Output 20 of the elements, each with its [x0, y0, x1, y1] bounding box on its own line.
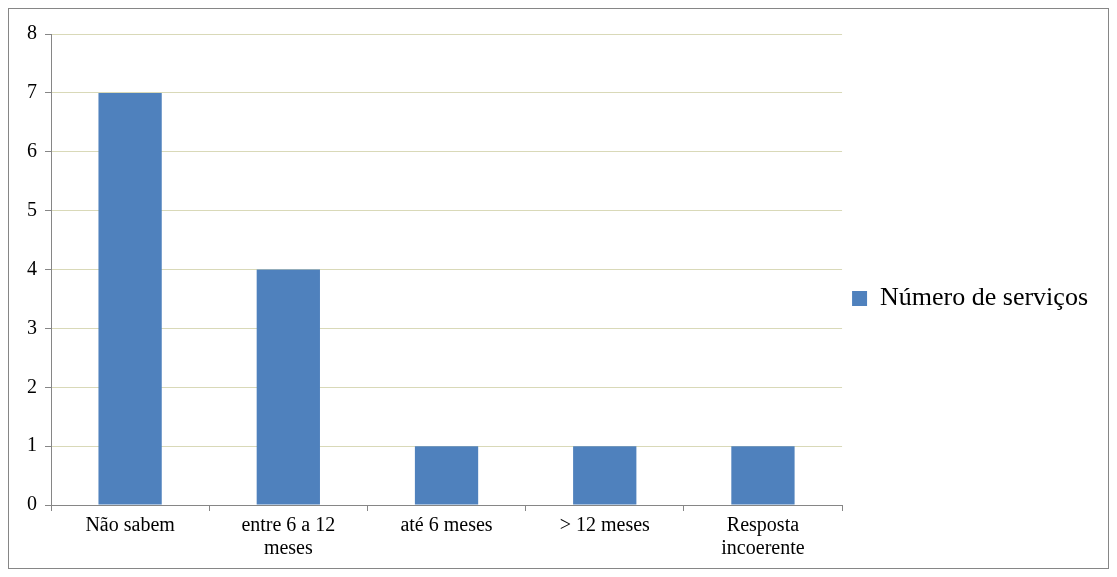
y-tick-label: 0 [27, 492, 37, 515]
y-tick-label: 7 [27, 80, 37, 103]
x-tick-label: Não sabem [85, 512, 176, 535]
y-tick-label: 4 [27, 256, 37, 279]
x-tick-label: entre 6 a 12 meses [241, 512, 336, 558]
x-tick-label: Resposta incoerente [721, 512, 805, 558]
y-tick-label: 5 [27, 197, 37, 220]
x-tick-label: > 12 meses [559, 512, 651, 535]
y-tick-label: 6 [27, 139, 37, 161]
legend-label: Número de serviços [880, 282, 1088, 312]
y-tick-label: 2 [27, 374, 37, 397]
y-tick-label: 8 [27, 21, 37, 44]
bar [98, 92, 162, 505]
bar [256, 269, 320, 505]
x-tick-label: até 6 meses [400, 512, 493, 535]
y-tick-label: 3 [27, 315, 37, 338]
bar [731, 446, 795, 505]
bar [573, 446, 637, 505]
y-tick-label: 1 [27, 433, 37, 456]
bar [414, 446, 479, 505]
